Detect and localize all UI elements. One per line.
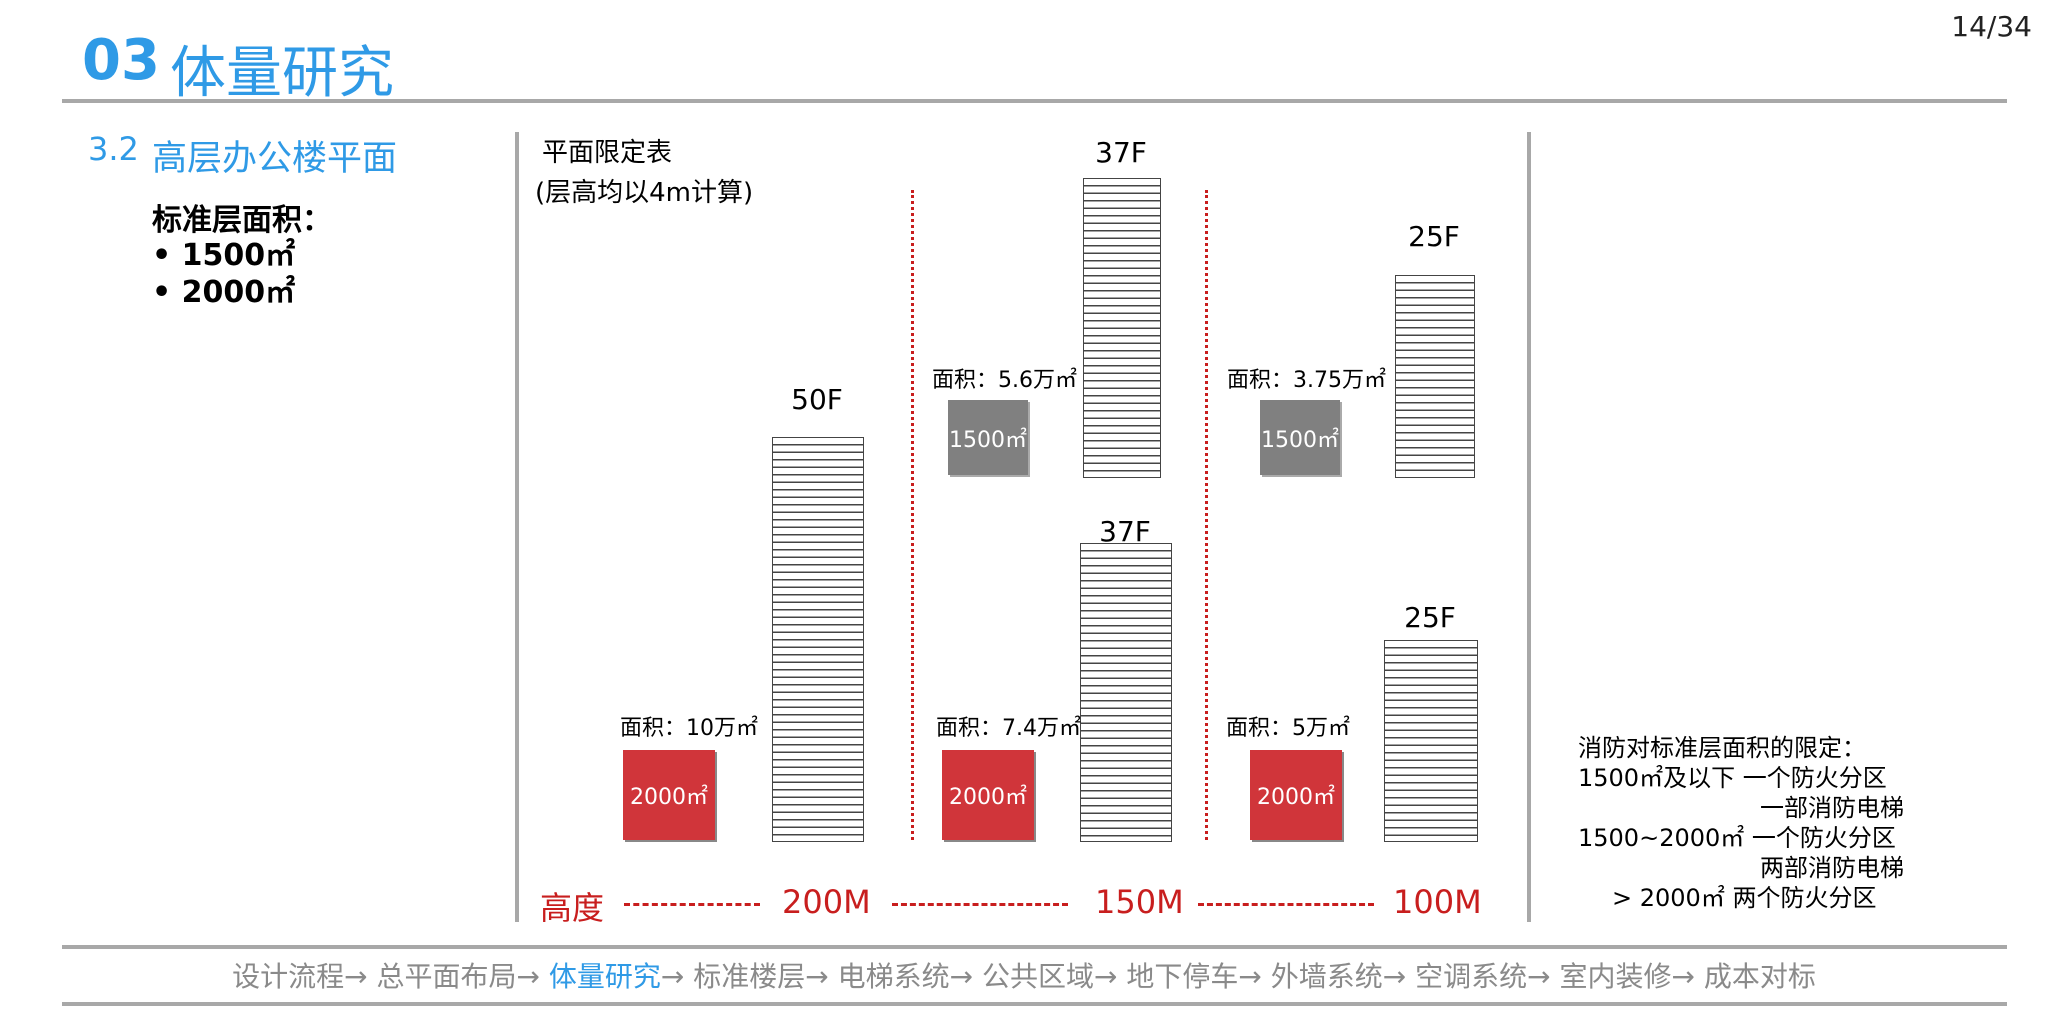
tower-area-label: 面积：10万㎡ [620, 716, 758, 741]
height-label: 高度 [540, 889, 605, 927]
tower-elevation [772, 437, 864, 842]
height-dashed-line [624, 903, 760, 906]
section-number: 03 [82, 28, 160, 93]
breadcrumb-previous: 设计流程→ 总平面布局→ [232, 960, 549, 993]
floor-plate: 2000㎡ [1250, 750, 1342, 840]
page-indicator: 14/34 [1951, 10, 2032, 43]
tower-floor-count: 25F [1408, 220, 1460, 253]
diagram-left-border [515, 132, 519, 922]
floor-plate: 1500㎡ [948, 400, 1028, 475]
floor-plate: 2000㎡ [942, 750, 1034, 840]
tower-area-label: 面积：5万㎡ [1226, 716, 1350, 741]
tower-floor-count: 50F [791, 383, 843, 416]
tower-elevation [1384, 640, 1478, 842]
height-value: 100M [1393, 883, 1482, 921]
column-separator [1205, 190, 1208, 840]
table-title: 平面限定表 [542, 138, 673, 168]
tower-elevation [1080, 543, 1172, 842]
floor-plate: 2000㎡ [623, 750, 715, 840]
standard-floor-label: 标准层面积： [152, 203, 332, 238]
fire-rule-row: > 2000㎡ 两个防火分区 [1612, 884, 1877, 912]
diagram-right-border [1527, 132, 1531, 922]
tower-elevation [1083, 178, 1161, 478]
standard-floor-item: • 1500㎡ [152, 238, 296, 273]
floor-plate: 1500㎡ [1260, 400, 1340, 475]
tower-area-label: 面积：5.6万㎡ [932, 368, 1077, 393]
standard-floor-item: • 2000㎡ [152, 275, 296, 310]
height-value: 150M [1095, 883, 1184, 921]
table-note: (层高均以4m计算) [535, 178, 754, 208]
subsection-title: 高层办公楼平面 [152, 139, 398, 179]
footer-top-divider [62, 945, 2007, 949]
breadcrumb-next: → 标准楼层→ 电梯系统→ 公共区域→ 地下停车→ 外墙系统→ 空调系统→ 室内… [660, 960, 1816, 993]
fire-rule-row: 1500~2000㎡ 一个防火分区 [1578, 824, 1896, 852]
column-separator [911, 190, 914, 840]
tower-area-label: 面积：7.4万㎡ [936, 716, 1081, 741]
page-title: 体量研究 [170, 41, 394, 106]
height-dashed-line [1198, 903, 1374, 906]
fire-rule-row: 一部消防电梯 [1760, 794, 1904, 822]
fire-rule-row: 两部消防电梯 [1760, 854, 1904, 882]
fire-rule-title: 消防对标准层面积的限定： [1578, 734, 1866, 762]
workflow-breadcrumb: 设计流程→ 总平面布局→ 体量研究→ 标准楼层→ 电梯系统→ 公共区域→ 地下停… [0, 955, 2048, 995]
tower-floor-count: 37F [1095, 136, 1147, 169]
subsection-number: 3.2 [88, 130, 139, 168]
fire-rule-row: 1500㎡及以下 一个防火分区 [1578, 764, 1887, 792]
footer-bottom-divider [62, 1002, 2007, 1006]
tower-floor-count: 25F [1404, 601, 1456, 634]
breadcrumb-current: 体量研究 [548, 960, 661, 993]
tower-elevation [1395, 275, 1475, 478]
header-divider [62, 99, 2007, 103]
height-value: 200M [782, 883, 871, 921]
tower-area-label: 面积：3.75万㎡ [1227, 368, 1386, 393]
tower-floor-count: 37F [1099, 515, 1151, 548]
height-dashed-line [892, 903, 1068, 906]
